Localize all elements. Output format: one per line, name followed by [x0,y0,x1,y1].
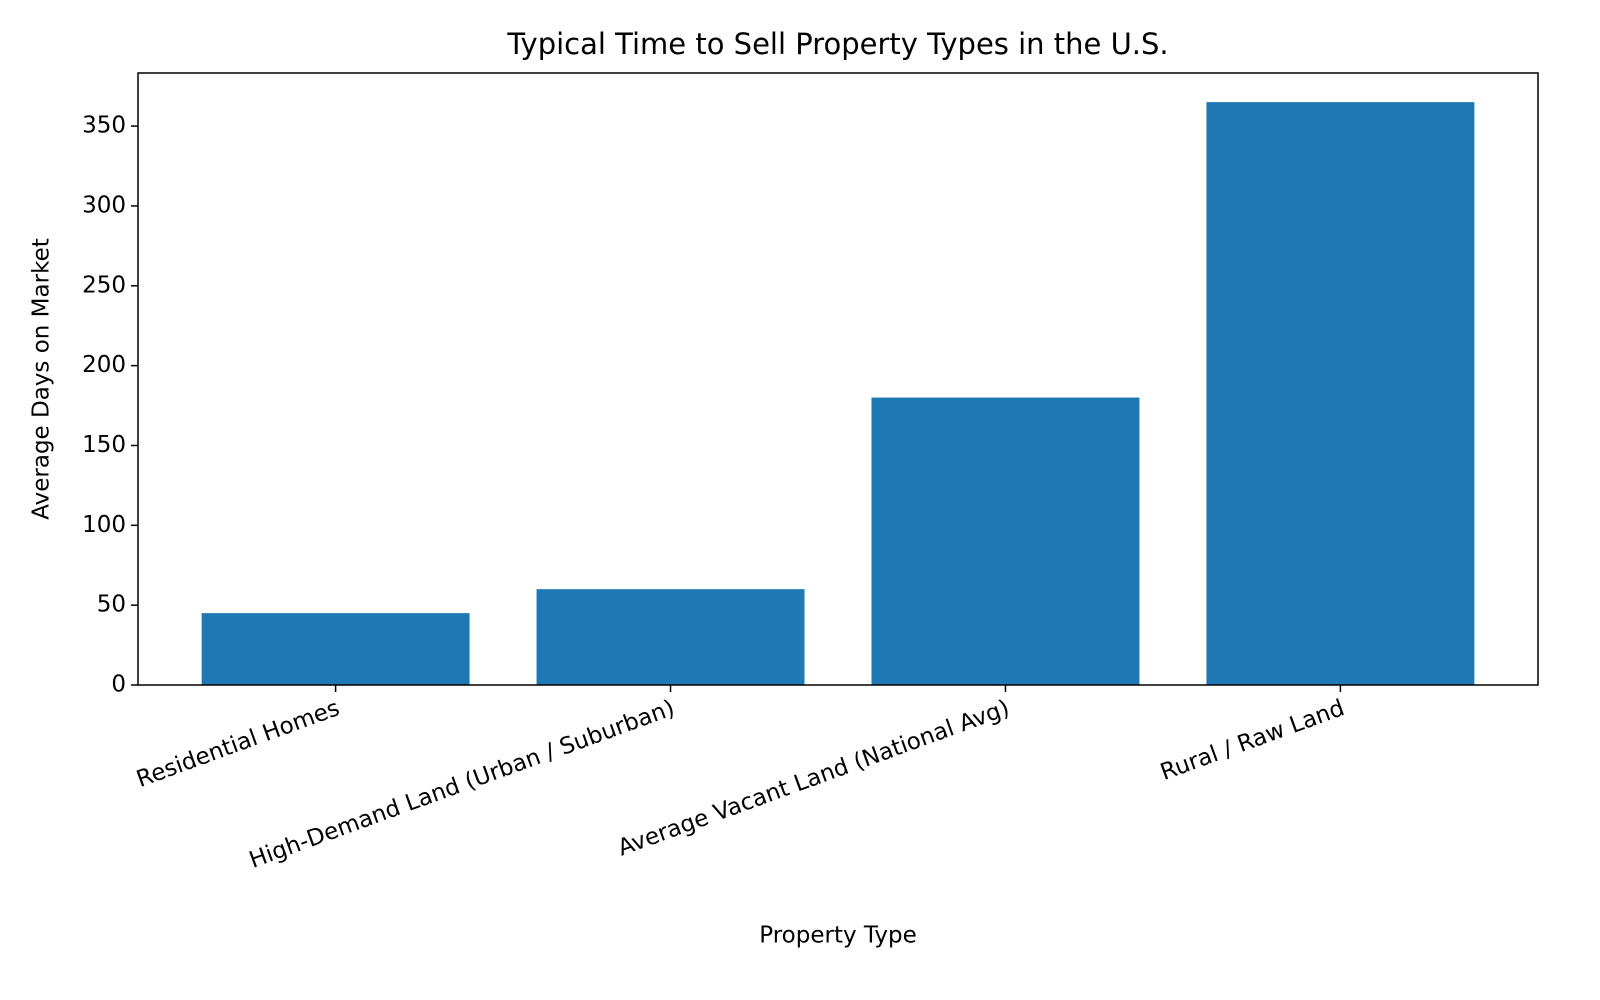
y-tick-label: 0 [111,672,126,698]
y-tick-label: 250 [82,272,126,298]
y-tick-label: 300 [82,192,126,218]
y-tick-label: 50 [97,592,126,618]
y-tick-label: 100 [82,512,126,538]
x-tick-label: Rural / Raw Land [1157,695,1348,786]
bar [536,589,805,685]
y-tick-label: 150 [82,432,126,458]
y-axis-label: Average Days on Market [29,238,55,520]
x-tick-label: Residential Homes [133,695,343,793]
bar [871,397,1140,685]
y-tick-label: 350 [82,113,126,139]
bar [201,613,470,685]
bar [1206,102,1475,685]
x-axis-label: Property Type [759,923,916,949]
chart-title: Typical Time to Sell Property Types in t… [506,27,1168,61]
plot-frame [137,72,1539,686]
y-tick-label: 200 [82,352,126,378]
